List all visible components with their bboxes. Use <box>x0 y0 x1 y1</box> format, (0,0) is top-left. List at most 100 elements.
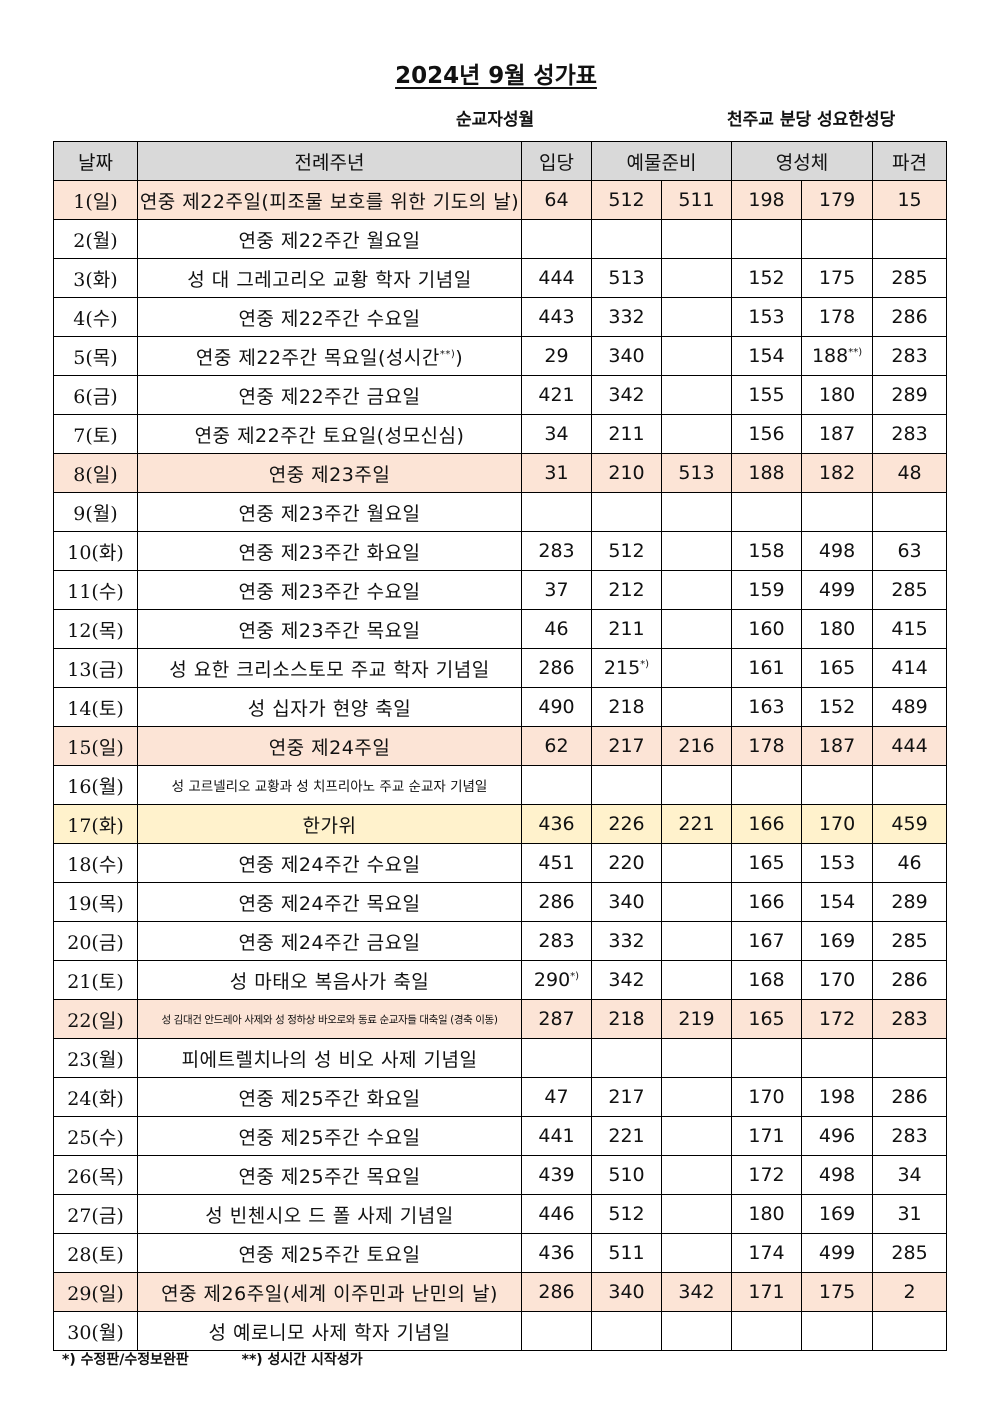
offertory-hymn-2-cell <box>660 570 733 610</box>
communion-hymn-1-cell: 163 <box>731 687 803 727</box>
date-text: 9(월) <box>73 502 118 525</box>
date-cell: 1(일) <box>53 180 138 220</box>
entrance-hymn-cell: 444 <box>521 258 592 298</box>
liturgy-cell: 연중 제23주간 화요일 <box>137 531 522 571</box>
entrance-hymn-text: 283 <box>538 540 575 562</box>
communion-hymn-1-text: 158 <box>748 540 785 562</box>
recessional-hymn-text: 285 <box>891 579 928 601</box>
table-row: 11(수) 연중 제23주간 수요일 37 212 159 499 285 <box>53 570 948 610</box>
communion-hymn-2-cell: 170 <box>801 960 874 1000</box>
liturgy-text: 연중 제22주간 수요일 <box>238 307 421 330</box>
communion-hymn-2-cell: 498 <box>801 1155 874 1195</box>
liturgy-text: 성 대 그레고리오 교황 학자 기념일 <box>187 268 472 291</box>
date-cell: 5(목) <box>53 336 138 376</box>
liturgy-text: 연중 제23주간 수요일 <box>238 580 421 603</box>
table-row: 28(토) 연중 제25주간 토요일 436 511 174 499 285 <box>53 1233 948 1273</box>
recessional-hymn-text: 286 <box>891 969 928 991</box>
date-cell: 12(목) <box>53 609 138 649</box>
liturgy-cell: 성 십자가 현양 축일 <box>137 687 522 727</box>
liturgy-text: 연중 제26주일(세계 이주민과 난민의 날) <box>161 1282 498 1305</box>
offertory-hymn-1-text: 511 <box>608 1242 645 1264</box>
table-row: 29(일) 연중 제26주일(세계 이주민과 난민의 날) 286 340 342 171… <box>53 1272 948 1312</box>
date-text: 18(수) <box>67 853 124 876</box>
offertory-hymn-2-cell <box>660 375 733 415</box>
recessional-hymn-text: 489 <box>891 696 928 718</box>
table-row: 10(화) 연중 제23주간 화요일 283 512 158 498 63 <box>53 531 948 571</box>
offertory-hymn-1-cell: 218 <box>591 999 662 1039</box>
entrance-hymn-cell: 451 <box>521 843 592 883</box>
offertory-hymn-2-cell: 219 <box>660 999 733 1039</box>
liturgy-text: 연중 제22주일(피조물 보호를 위한 기도의 날) <box>139 190 520 213</box>
date-cell: 21(토) <box>53 960 138 1000</box>
date-text: 5(목) <box>73 346 118 369</box>
table-row: 17(화) 한가위 436 226 221 166 170 459 <box>53 804 948 844</box>
liturgy-cell: 연중 제24주간 수요일 <box>137 843 522 883</box>
communion-hymn-1-cell: 165 <box>731 999 803 1039</box>
offertory-hymn-2-cell <box>660 297 733 337</box>
entrance-hymn-text: 62 <box>544 735 569 757</box>
date-cell: 15(일) <box>53 726 138 766</box>
offertory-hymn-1-cell: 220 <box>591 843 662 883</box>
date-cell: 29(일) <box>53 1272 138 1312</box>
offertory-hymn-1-cell: 211 <box>591 609 662 649</box>
recessional-hymn-cell: 285 <box>872 258 948 298</box>
offertory-hymn-1-text: 342 <box>608 384 645 406</box>
date-cell: 6(금) <box>53 375 138 415</box>
communion-hymn-1-cell: 166 <box>731 804 803 844</box>
communion-hymn-2-cell <box>801 1038 874 1078</box>
recessional-hymn-cell: 285 <box>872 570 948 610</box>
liturgy-cell: 성 예로니모 사제 학자 기념일 <box>137 1311 522 1351</box>
table-row: 18(수) 연중 제24주간 수요일 451 220 165 153 46 <box>53 843 948 883</box>
communion-hymn-2-text: 496 <box>818 1125 856 1147</box>
liturgy-text: 성 빈첸시오 드 폴 사제 기념일 <box>205 1204 454 1227</box>
entrance-hymn-cell: 37 <box>521 570 592 610</box>
recessional-hymn-cell: 489 <box>872 687 948 727</box>
liturgy-cell: 연중 제22주간 월요일 <box>137 219 522 259</box>
communion-hymn-1-cell: 165 <box>731 843 803 883</box>
entrance-hymn-text: 287 <box>538 1008 575 1030</box>
offertory-hymn-2-cell <box>660 765 733 805</box>
communion-hymn-1-text: 156 <box>748 423 785 445</box>
liturgy-text: 연중 제25주간 목요일 <box>238 1165 421 1188</box>
communion-hymn-2-text: 170 <box>818 969 856 991</box>
offertory-hymn-1-text: 512 <box>608 189 645 211</box>
date-cell: 28(토) <box>53 1233 138 1273</box>
communion-hymn-2-text: 175 <box>818 1281 856 1303</box>
entrance-hymn-cell: 286 <box>521 882 592 922</box>
liturgy-cell: 성 마태오 복음사가 축일 <box>137 960 522 1000</box>
offertory-hymn-1-text: 217 <box>608 735 645 757</box>
offertory-hymn-2-text: 511 <box>678 189 715 211</box>
recessional-hymn-text: 15 <box>897 189 922 211</box>
communion-hymn-2-cell: 153 <box>801 843 874 883</box>
date-text: 7(토) <box>73 424 118 447</box>
recessional-hymn-cell: 283 <box>872 999 948 1039</box>
entrance-hymn-cell: 283 <box>521 921 592 961</box>
offertory-hymn-2-cell <box>660 648 733 688</box>
communion-hymn-2-text: 170 <box>818 813 856 835</box>
date-cell: 16(월) <box>53 765 138 805</box>
liturgy-cell: 연중 제22주간 목요일(성시간**)) <box>137 336 522 376</box>
liturgy-cell: 연중 제26주일(세계 이주민과 난민의 날) <box>137 1272 522 1312</box>
table-row: 14(토) 성 십자가 현양 축일 490 218 163 152 489 <box>53 687 948 727</box>
recessional-hymn-text: 31 <box>897 1203 922 1225</box>
liturgy-text: 성 김대건 안드레아 사제와 성 정하상 바오로와 동료 순교자들 대축일 (경… <box>161 1013 498 1026</box>
date-text: 3(화) <box>73 268 118 291</box>
entrance-hymn-cell: 436 <box>521 804 592 844</box>
liturgy-text: 연중 제25주간 토요일 <box>238 1243 421 1266</box>
liturgy-cell: 성 요한 크리소스토모 주교 학자 기념일 <box>137 648 522 688</box>
date-cell: 2(월) <box>53 219 138 259</box>
liturgy-cell: 연중 제22주일(피조물 보호를 위한 기도의 날) <box>137 180 522 220</box>
date-text: 2(월) <box>73 229 118 252</box>
communion-hymn-1-cell: 168 <box>731 960 803 1000</box>
offertory-hymn-1-cell: 512 <box>591 531 662 571</box>
table-row: 23(월) 피에트렐치나의 성 비오 사제 기념일 <box>53 1038 948 1078</box>
recessional-hymn-cell: 2 <box>872 1272 948 1312</box>
communion-hymn-2-cell: 499 <box>801 1233 874 1273</box>
liturgy-cell: 연중 제24주간 금요일 <box>137 921 522 961</box>
offertory-hymn-1-cell: 513 <box>591 258 662 298</box>
offertory-hymn-1-cell: 221 <box>591 1116 662 1156</box>
offertory-hymn-2-cell <box>660 492 733 532</box>
communion-hymn-1-cell: 152 <box>731 258 803 298</box>
liturgy-text: 연중 제24주간 금요일 <box>238 931 421 954</box>
date-text: 1(일) <box>73 190 118 213</box>
